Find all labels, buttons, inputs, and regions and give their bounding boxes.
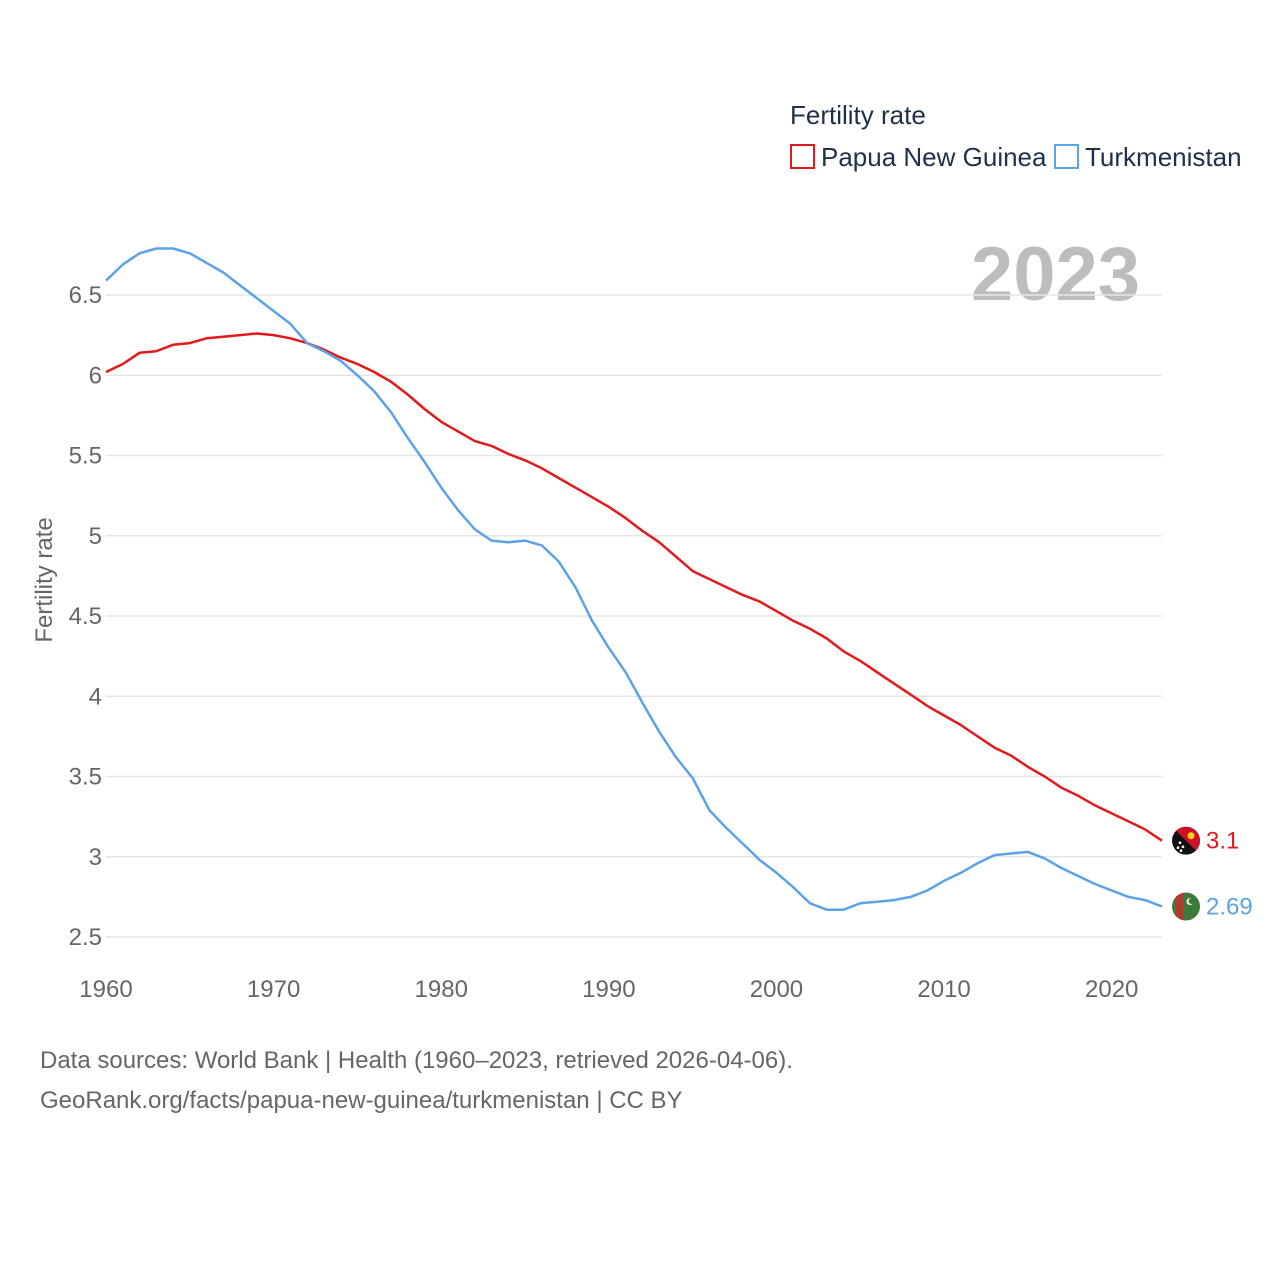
x-tick-label: 1980 (415, 976, 468, 1003)
series-endpoints: 3.1 2.69 (1172, 826, 1253, 921)
y-tick-label: 5.5 (69, 443, 102, 470)
y-tick-label: 3 (89, 844, 102, 871)
y-tick-label: 6 (89, 362, 102, 389)
end-value-label-papua-new-guinea: 3.1 (1206, 828, 1239, 855)
attribution-link[interactable]: GeoRank.org/facts/papua-new-guinea/turkm… (40, 1087, 683, 1114)
current-year-label: 2023 (971, 232, 1140, 317)
y-tick-label: 2.5 (69, 924, 102, 951)
legend-swatch-papua-new-guinea[interactable] (790, 144, 815, 169)
gridlines (106, 294, 1162, 938)
y-tick-label: 5 (89, 523, 102, 550)
y-tick-label: 6.5 (69, 282, 102, 309)
legend-title: Fertility rate (790, 100, 926, 130)
series-lines (105, 247, 1163, 911)
turkmenistan-flag-icon (1172, 892, 1200, 921)
papua-new-guinea-flag-icon (1172, 826, 1200, 855)
x-tick-label: 2000 (750, 976, 803, 1003)
legend-label-turkmenistan[interactable]: Turkmenistan (1085, 142, 1242, 172)
x-tick-label: 1960 (79, 976, 132, 1003)
y-tick-label: 4.5 (69, 603, 102, 630)
x-axis-ticks: 1960 1970 1980 1990 2000 2010 2020 (79, 976, 1138, 1003)
legend-swatch-turkmenistan[interactable] (1054, 144, 1079, 169)
y-tick-label: 3.5 (69, 764, 102, 791)
x-tick-label: 2010 (917, 976, 970, 1003)
x-tick-label: 2020 (1085, 976, 1138, 1003)
end-value-label-turkmenistan: 2.69 (1206, 894, 1253, 921)
y-tick-label: 4 (89, 683, 102, 710)
y-axis-ticks: 2.5 3 3.5 4 4.5 5 5.5 6 6.5 (69, 282, 102, 951)
series-line-papua-new-guinea[interactable] (105, 332, 1163, 842)
y-axis-title: Fertility rate (31, 517, 58, 642)
legend-label-papua-new-guinea[interactable]: Papua New Guinea (821, 142, 1047, 172)
series-line-turkmenistan[interactable] (105, 247, 1163, 911)
x-tick-label: 1990 (582, 976, 635, 1003)
data-source-text: Data sources: World Bank | Health (1960–… (40, 1047, 793, 1074)
x-tick-label: 1970 (247, 976, 300, 1003)
legend: Papua New Guinea Turkmenistan (790, 142, 1242, 172)
